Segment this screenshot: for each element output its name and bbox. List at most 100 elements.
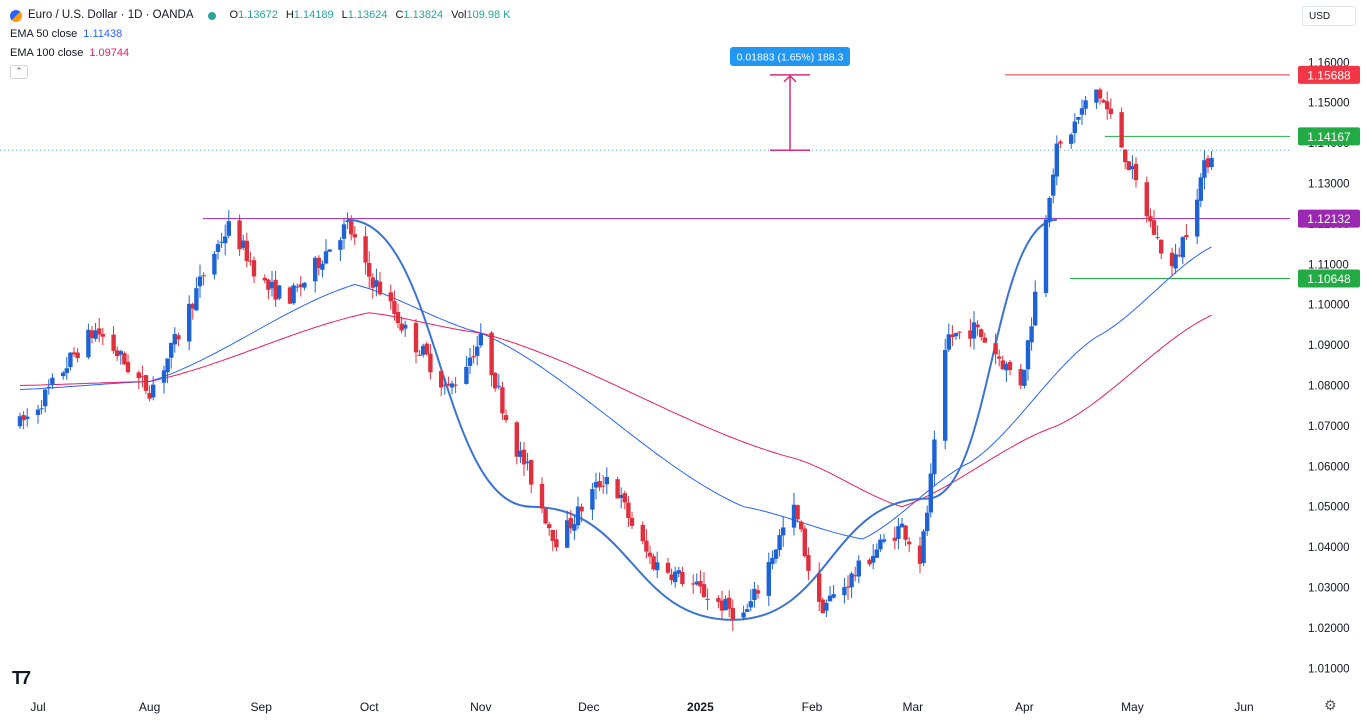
candle <box>903 524 908 546</box>
candle-body <box>647 552 653 557</box>
y-tick-label: 1.04000 <box>1308 542 1350 554</box>
candle-body <box>953 332 959 337</box>
x-tick-label: Jun <box>1234 700 1253 714</box>
cup-curve <box>347 218 1057 621</box>
measure-tool[interactable]: 0.01883 (1.65%) 188.3 <box>730 47 850 151</box>
candle <box>86 323 91 360</box>
candle-body <box>817 573 822 602</box>
candle <box>521 442 527 477</box>
candle-body <box>770 557 775 565</box>
candle-body <box>241 240 246 248</box>
candle <box>925 505 930 536</box>
candle-body <box>568 517 573 529</box>
candle-body <box>820 599 825 614</box>
candle-body <box>143 375 149 391</box>
candle-body <box>550 529 555 541</box>
chevron-up-icon[interactable]: ⌃ <box>10 65 28 79</box>
candle <box>1173 243 1178 274</box>
candle-body <box>1144 182 1149 217</box>
candle <box>417 349 422 357</box>
y-tick-label: 1.02000 <box>1308 623 1350 635</box>
candle <box>791 492 797 536</box>
ohlc-open: O1.13672 <box>229 9 278 21</box>
candle <box>543 507 548 525</box>
candle-body <box>323 251 329 264</box>
candle-body <box>1043 219 1049 294</box>
candle-body <box>928 473 933 513</box>
candle <box>806 547 811 580</box>
candle-body <box>698 581 703 587</box>
candle-body <box>64 368 69 374</box>
ema50-value: 1.11438 <box>83 28 123 40</box>
candle <box>723 595 728 611</box>
ema100-row[interactable]: EMA 100 close 1.09744 <box>10 44 511 63</box>
candle <box>619 487 624 509</box>
candle-body <box>806 554 811 571</box>
candle-body <box>424 343 429 355</box>
candle-body <box>773 549 779 559</box>
candle <box>640 521 645 545</box>
candle-body <box>367 262 372 277</box>
market-status-icon <box>207 11 216 20</box>
gear-icon[interactable]: ⚙ <box>1324 697 1337 713</box>
candle <box>345 212 350 229</box>
candle-body <box>601 485 606 487</box>
candle-body <box>748 601 753 608</box>
candle-body <box>651 556 656 570</box>
candle <box>147 385 152 402</box>
candle <box>590 483 595 521</box>
candle-body <box>1007 361 1013 371</box>
candle <box>781 516 786 547</box>
candle <box>550 529 555 552</box>
candle <box>745 603 750 613</box>
ema50-row[interactable]: EMA 50 close 1.11438 <box>10 25 511 44</box>
candle <box>467 348 473 374</box>
candle <box>892 526 897 550</box>
candle <box>215 239 221 260</box>
candle-body <box>1079 108 1085 115</box>
candle-body <box>93 330 98 339</box>
candle <box>518 441 523 464</box>
candle-body <box>1058 141 1063 144</box>
candle <box>399 316 404 334</box>
candle-body <box>1051 174 1056 196</box>
candle <box>568 510 573 534</box>
candle <box>953 332 959 340</box>
candle-body <box>118 351 123 355</box>
candle-body <box>968 330 973 339</box>
candle <box>1180 236 1185 265</box>
candle <box>514 421 519 465</box>
candle-body <box>125 361 131 373</box>
candle <box>701 572 707 598</box>
candle-body <box>853 575 858 577</box>
candle <box>61 370 66 380</box>
candle-body <box>61 372 66 377</box>
candle <box>266 278 271 300</box>
candle <box>1018 363 1023 390</box>
currency-selector[interactable]: USD <box>1302 6 1356 26</box>
candle-body <box>1173 254 1178 269</box>
candle <box>489 331 494 387</box>
candle-body <box>316 257 321 269</box>
symbol-title[interactable]: Euro / U.S. Dollar · 1D · OANDA <box>28 9 194 21</box>
candle-body <box>521 449 527 465</box>
candle-body <box>136 372 141 379</box>
candle <box>644 529 649 559</box>
candle-body <box>194 288 199 311</box>
candle-body <box>705 598 710 600</box>
candle <box>1130 155 1135 180</box>
candle <box>755 584 761 599</box>
candle-body <box>140 376 145 378</box>
candle <box>727 590 732 618</box>
candle <box>741 605 746 621</box>
candle <box>597 472 602 492</box>
candle <box>1083 95 1088 116</box>
time-axis[interactable]: Jul Aug Sep Oct Nov Dec 2025 Feb Mar Apr May Jun <box>30 700 1253 714</box>
candle <box>302 282 307 291</box>
candle <box>392 290 397 321</box>
price-axis[interactable]: 1.160001.150001.140001.130001.120001.110… <box>1308 57 1350 675</box>
candle-body <box>1069 134 1074 144</box>
candle <box>100 327 105 346</box>
candle <box>1004 361 1009 383</box>
